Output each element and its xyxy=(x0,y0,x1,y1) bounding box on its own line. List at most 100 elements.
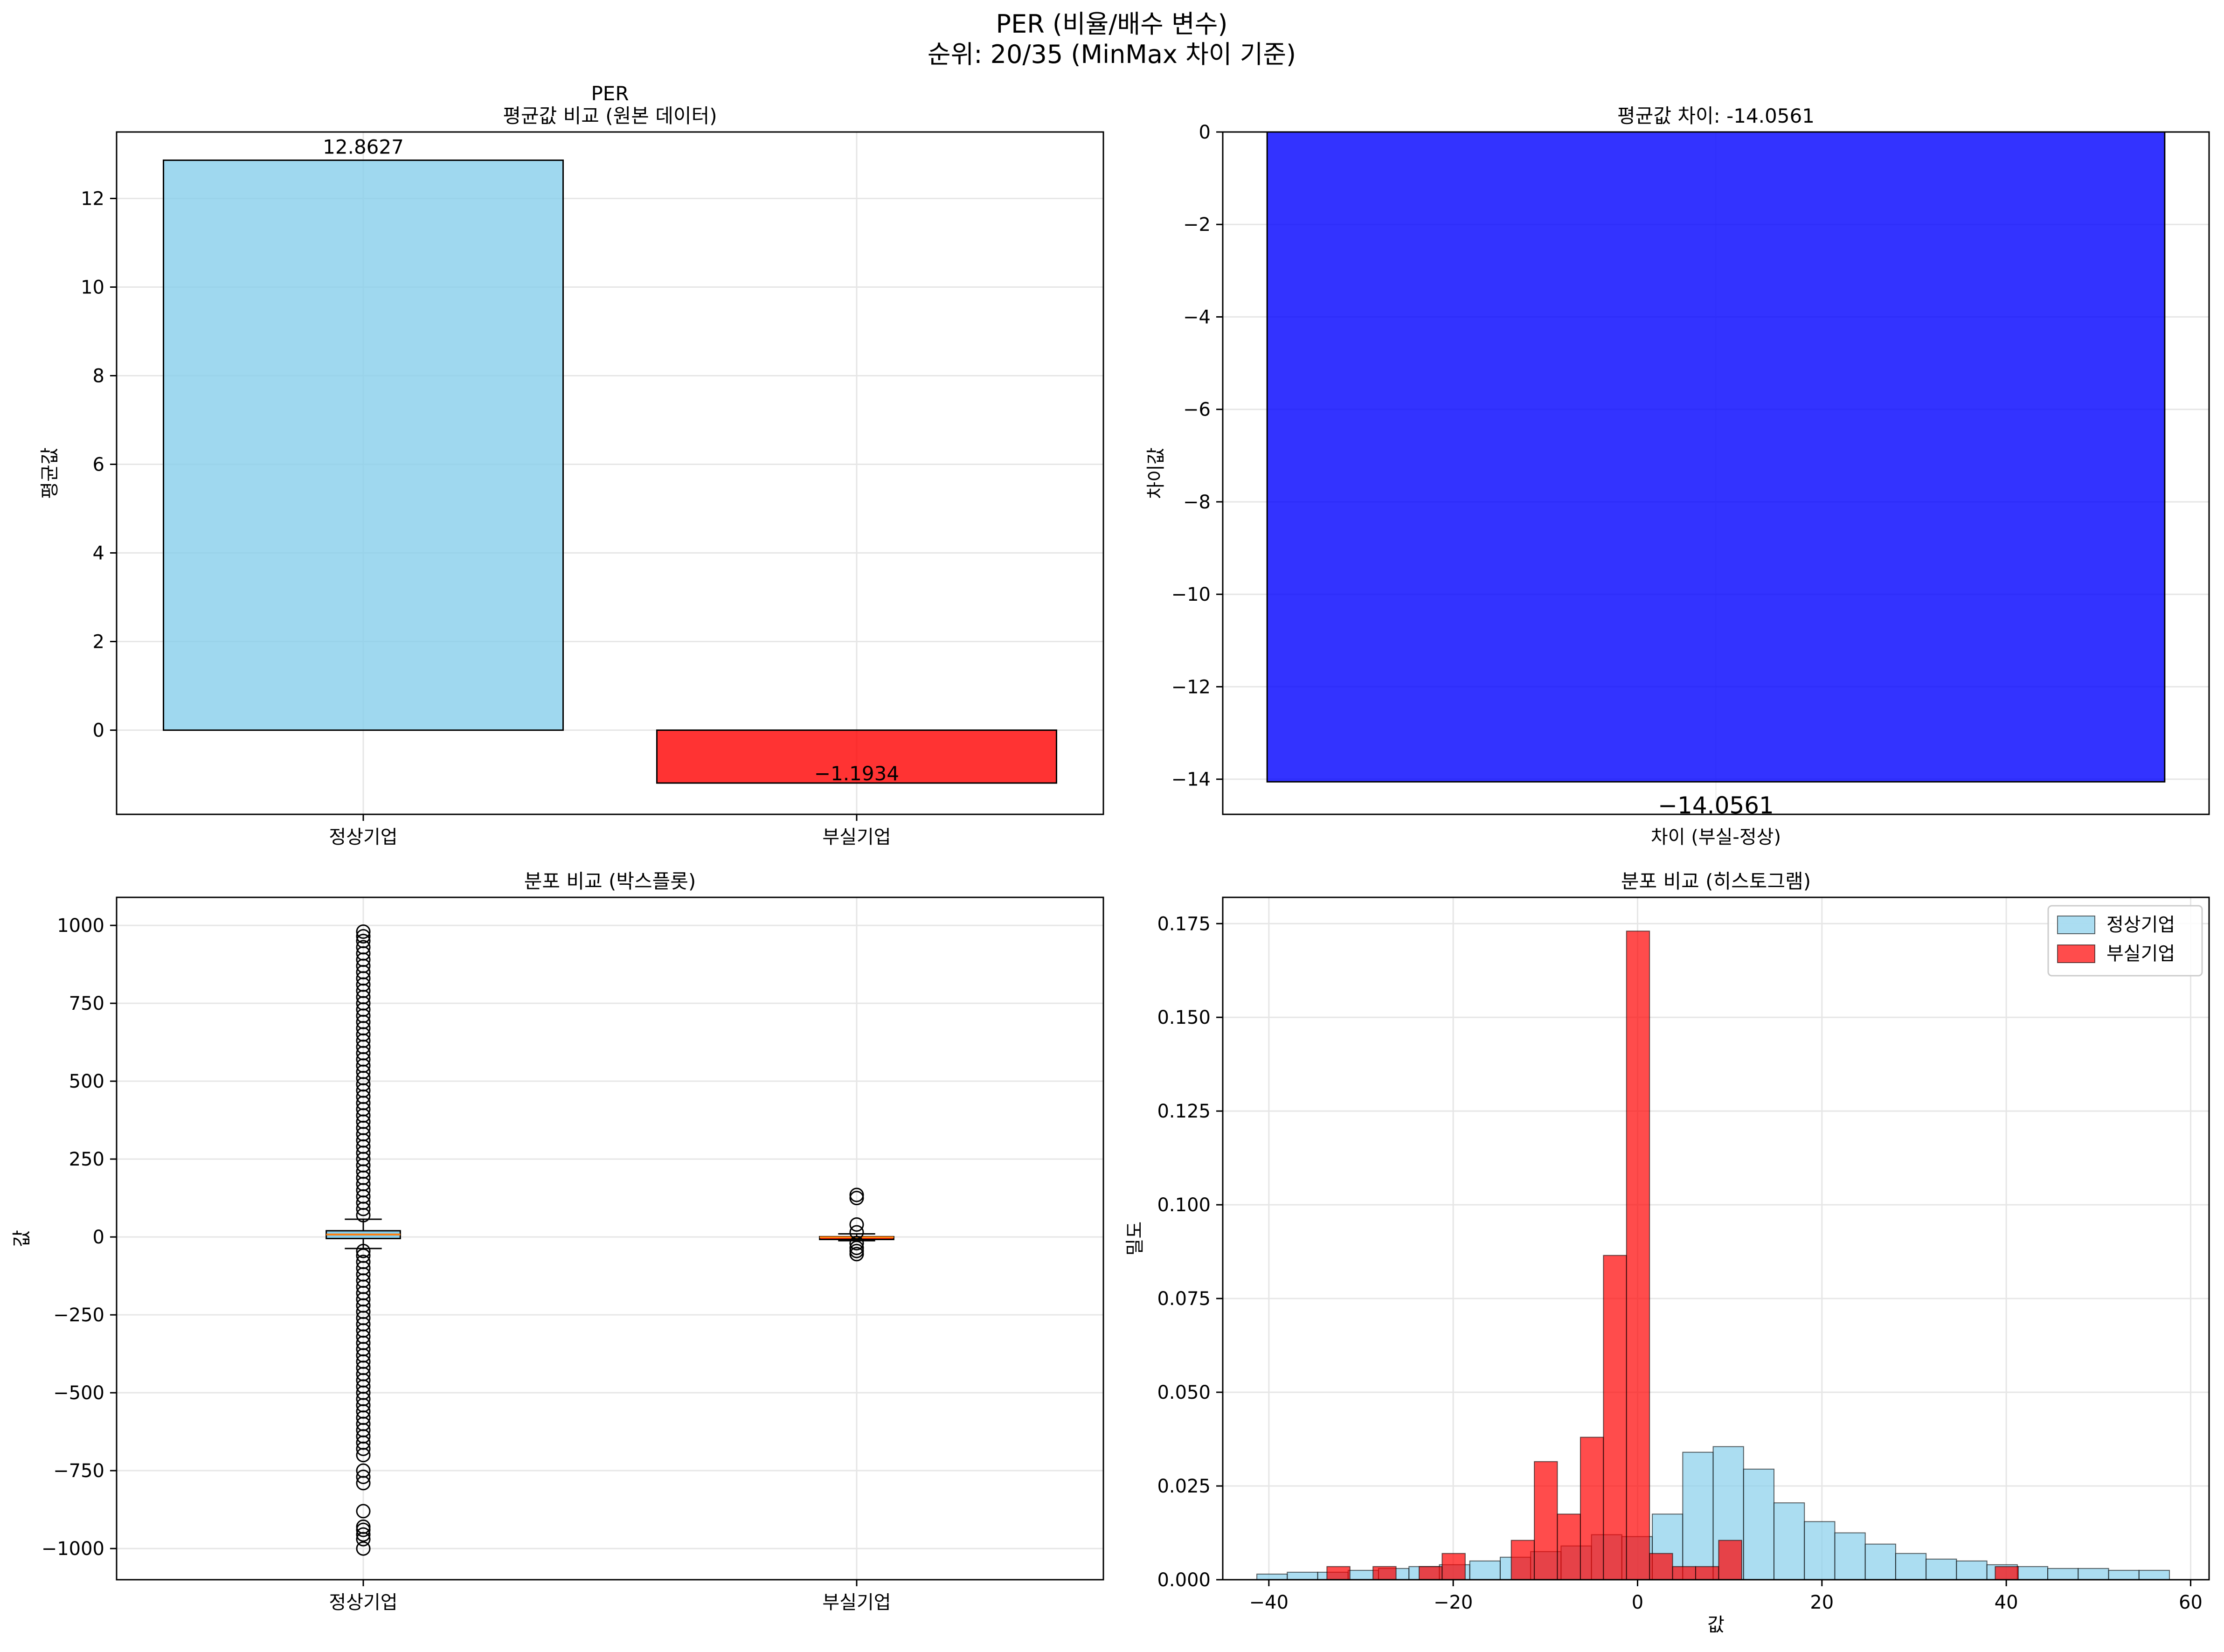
y-tick-label: 0.175 xyxy=(1157,913,1211,935)
x-tick-label: −20 xyxy=(1434,1592,1473,1613)
hist-bar-정상기업 xyxy=(1864,1543,1896,1580)
hist-bar-정상기업 xyxy=(1834,1532,1866,1581)
hist-bar-부실기업 xyxy=(1995,1566,2019,1581)
y-tick-label: 0.025 xyxy=(1157,1476,1211,1497)
outlier-point xyxy=(356,940,371,955)
axes-frame xyxy=(116,896,1104,1581)
outlier-point xyxy=(356,1527,371,1542)
outlier-point xyxy=(849,1225,864,1240)
hist-bar-정상기업 xyxy=(2138,1569,2170,1580)
outlier-point xyxy=(356,1255,371,1270)
hist-bar-정상기업 xyxy=(1774,1502,1805,1580)
y-tick-label: 0 xyxy=(1199,122,1211,143)
x-tick-label: 0 xyxy=(1632,1592,1643,1613)
suptitle-line1: PER (비율/배수 변수) xyxy=(996,9,1228,39)
suptitle-line2: 순위: 20/35 (MinMax 차이 기준) xyxy=(928,40,1296,69)
outlier-point xyxy=(356,924,371,939)
x-tick-label: 부실기업 xyxy=(822,826,891,848)
hist-bar-부실기업 xyxy=(1534,1461,1558,1581)
outlier-point xyxy=(849,1241,864,1256)
legend-swatch xyxy=(2057,944,2095,963)
y-tick-label: 0.125 xyxy=(1157,1101,1211,1122)
hist-bar-부실기업 xyxy=(1372,1566,1397,1581)
outlier-point xyxy=(356,1522,371,1537)
hist-bar-정상기업 xyxy=(1804,1521,1836,1580)
bar-정상기업 xyxy=(163,160,564,731)
outlier-point xyxy=(849,1247,864,1262)
y-tick-label: −6 xyxy=(1183,399,1211,421)
x-tick-label: 20 xyxy=(1810,1592,1834,1613)
bar-value-label: 12.8627 xyxy=(323,136,404,159)
y-tick-label: −12 xyxy=(1171,676,1211,698)
outlier-point xyxy=(849,1217,864,1232)
outlier-point xyxy=(356,1463,371,1478)
y-tick-label: 0 xyxy=(93,720,104,742)
y-tick-label: −8 xyxy=(1183,492,1211,513)
legend-label: 부실기업 xyxy=(2106,943,2175,965)
y-tick-label: −4 xyxy=(1183,306,1211,328)
x-axis-label: 차이 (부실-정상) xyxy=(1651,826,1781,848)
subplot-2: 평균값 차이: -14.0561 0 −2 −4 −6 −8 −10 −12 −14 차이값 −14… xyxy=(1145,104,2210,848)
legend-swatch xyxy=(2057,916,2095,934)
bar-value-label: −14.0561 xyxy=(1658,792,1774,819)
subplot-title: 평균값 비교 (원본 데이터) xyxy=(503,104,717,127)
hist-bar-부실기업 xyxy=(1672,1566,1697,1581)
bar-부실기업 xyxy=(656,729,1057,784)
axes-frame xyxy=(1222,131,2210,815)
y-tick-label: 10 xyxy=(81,277,104,298)
hist-bar-부실기업 xyxy=(1718,1540,1742,1581)
hist-bar-부실기업 xyxy=(1557,1513,1581,1580)
hist-bar-부실기업 xyxy=(1649,1553,1673,1580)
y-tick-label: −2 xyxy=(1183,214,1211,236)
subplot-title: 분포 비교 (박스플롯) xyxy=(524,870,696,893)
outlier-point xyxy=(356,1243,371,1258)
hist-bar-정상기업 xyxy=(1682,1451,1714,1581)
y-tick-label: 500 xyxy=(69,1071,104,1092)
y-tick-label: −250 xyxy=(53,1305,104,1326)
hist-bar-정상기업 xyxy=(2016,1566,2049,1581)
subplot-title: 분포 비교 (히스토그램) xyxy=(1621,870,1811,893)
x-tick-label: 40 xyxy=(1995,1592,2018,1613)
hist-bar-정상기업 xyxy=(1743,1468,1775,1581)
y-tick-label: 0.050 xyxy=(1157,1382,1211,1403)
legend-label: 정상기업 xyxy=(2106,914,2175,936)
subplot-title: PER xyxy=(591,82,629,105)
y-tick-label: 0.100 xyxy=(1157,1194,1211,1216)
x-tick-label: 정상기업 xyxy=(329,1592,397,1613)
y-tick-label: 250 xyxy=(69,1149,104,1170)
y-tick-label: −10 xyxy=(1171,584,1211,605)
outlier-point xyxy=(849,1243,864,1258)
hist-bar-정상기업 xyxy=(1256,1573,1288,1581)
y-tick-label: 6 xyxy=(93,454,104,476)
outlier-point xyxy=(356,1541,371,1556)
x-axis-label: 값 xyxy=(1707,1614,1725,1636)
y-tick-label: 750 xyxy=(69,993,104,1014)
hist-bar-정상기업 xyxy=(1926,1558,1957,1581)
y-tick-label: 2 xyxy=(93,632,104,653)
outlier-point xyxy=(356,1470,371,1485)
y-axis-label: 차이값 xyxy=(1145,447,1167,499)
x-tick-label: 부실기업 xyxy=(822,1592,891,1613)
y-tick-label: 0 xyxy=(93,1227,104,1248)
axes-frame xyxy=(1222,896,2210,1581)
outlier-point xyxy=(849,1187,864,1202)
hist-bar-정상기업 xyxy=(2078,1568,2109,1580)
axes-frame xyxy=(116,131,1104,815)
hist-bar-부실기업 xyxy=(1510,1540,1535,1581)
x-tick-label: 정상기업 xyxy=(329,826,397,848)
y-tick-label: 0.000 xyxy=(1157,1569,1211,1591)
outlier-point xyxy=(356,1248,371,1263)
hist-bar-부실기업 xyxy=(1695,1566,1719,1581)
subplot-title: 평균값 차이: -14.0561 xyxy=(1617,104,1815,127)
hist-bar-정상기업 xyxy=(1469,1560,1501,1580)
bar-difference xyxy=(1266,131,2166,783)
hist-bar-부실기업 xyxy=(1441,1553,1466,1580)
hist-bar-정상기업 xyxy=(1895,1553,1927,1580)
outlier-point xyxy=(356,929,371,944)
y-tick-label: −1000 xyxy=(42,1538,104,1560)
y-tick-label: −500 xyxy=(53,1382,104,1404)
outlier-point xyxy=(356,1504,371,1519)
y-axis-label: 값 xyxy=(11,1230,33,1247)
